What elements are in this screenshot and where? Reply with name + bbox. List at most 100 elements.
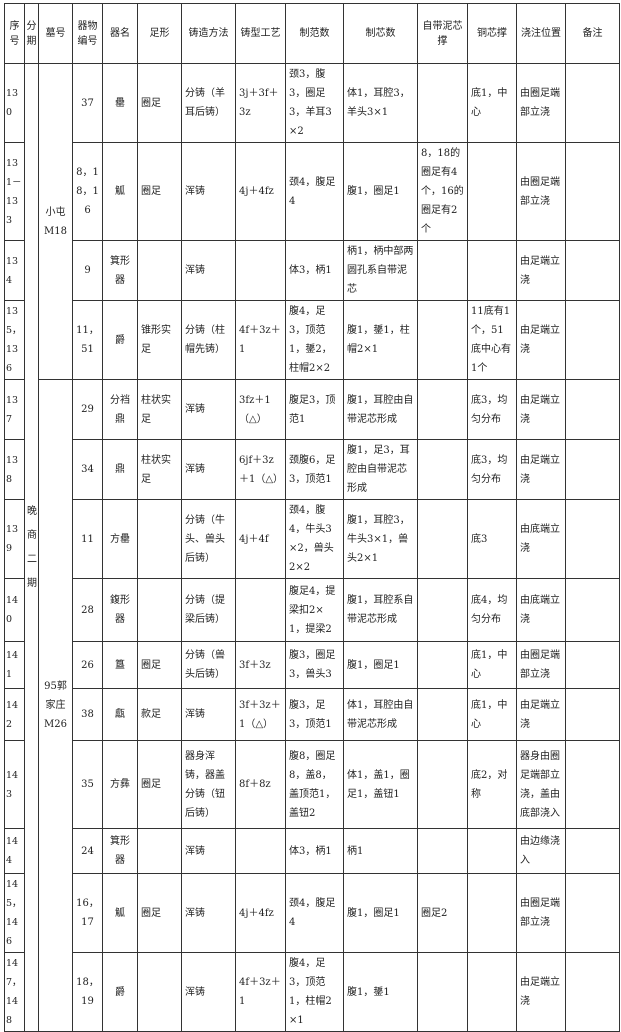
cell-method: 分铸（牛头、兽头后铸） [181, 499, 236, 579]
cell-name: 箕形器 [102, 828, 138, 874]
cell-note [565, 300, 620, 380]
cell-bronze-chaplet [467, 873, 517, 953]
cell-bronze-chaplet: 底3，均匀分布 [467, 379, 517, 440]
cell-method: 浑铸 [181, 379, 236, 440]
table-row: 131－133 8，18，16 觚圈足 浑铸 4j＋4fz 颈4，腹足4 腹1，圈足1 8，1… [4, 142, 620, 241]
header-period: 分期 [24, 3, 39, 64]
cell-bronze-chaplet [467, 952, 517, 1032]
cell-self-core [417, 63, 468, 143]
cell-pour: 由足端立浇 [516, 688, 566, 741]
cell-mold: 4j＋4fz [235, 142, 286, 241]
cell-self-core [417, 499, 468, 579]
cell-name: 爵 [102, 300, 138, 380]
cell-pour: 由足端立浇 [516, 952, 566, 1032]
cell-mold: 4f＋3z＋1 [235, 952, 286, 1032]
cell-bronze-chaplet: 11底有1个，51底中心有1个 [467, 300, 517, 380]
table-row: 135，136 11，51 爵锥形实足 分铸（柱帽先铸） 4f＋3z＋1 腹4，足3，顶范… [4, 300, 620, 380]
cell-self-core [417, 828, 468, 874]
cell-method: 浑铸 [181, 688, 236, 741]
cell-name: 方罍 [102, 499, 138, 579]
header-mold: 铸型工艺 [235, 3, 286, 64]
cell-seq: 143 [4, 740, 25, 829]
cell-self-core [417, 578, 468, 642]
cell-note [565, 952, 620, 1032]
cell-item-no: 35 [72, 740, 103, 829]
header-row: 序号 分期 墓号 器物编号 器名 足形 铸造方法 铸型工艺 制范数 制芯数 自带泥芯撑 铜芯撑 浇注位置… [4, 3, 620, 64]
cell-mold: 4j＋4fz [235, 873, 286, 953]
cell-seq: 130 [4, 63, 25, 143]
cell-foot [137, 240, 182, 301]
casting-data-table: 序号 分期 墓号 器物编号 器名 足形 铸造方法 铸型工艺 制范数 制芯数 自带泥芯撑 铜芯撑 浇注位置… [4, 3, 620, 1032]
table-row: 144 24 箕形器 浑铸 体3，柄1 柄1 由边缘浇入 [4, 828, 620, 874]
cell-seq: 138 [4, 439, 25, 500]
cell-mold-count: 体3，柄1 [285, 240, 344, 301]
cell-method: 浑铸 [181, 439, 236, 500]
cell-seq: 141 [4, 641, 25, 689]
cell-pour: 由圈足端部立浇 [516, 873, 566, 953]
cell-method: 浑铸 [181, 142, 236, 241]
cell-name: 鼎 [102, 439, 138, 500]
cell-bronze-chaplet [467, 240, 517, 301]
cell-self-core: 圈足2 [417, 873, 468, 953]
cell-note [565, 240, 620, 301]
table-row: 141 26 簋圈足 分铸（兽头后铸） 3f＋3z 腹3，圈足3，兽头3 腹1，圈足1 底1，… [4, 641, 620, 689]
cell-seq: 142 [4, 688, 25, 741]
cell-pour: 由圈足端部立浇 [516, 641, 566, 689]
cell-method: 器身浑铸，器盖分铸（钮后铸） [181, 740, 236, 829]
cell-self-core: 8，18的圈足有4个，16的圈足有2个 [417, 142, 468, 241]
cell-tomb: 95郭家庄M26 [38, 379, 73, 1032]
cell-foot [137, 828, 182, 874]
header-name: 器名 [102, 3, 138, 64]
cell-mold [235, 578, 286, 642]
cell-note [565, 379, 620, 440]
cell-note [565, 439, 620, 500]
cell-mold-count: 颈4，腹4，牛头3×2，兽头2×2 [285, 499, 344, 579]
cell-item-no: 34 [72, 439, 103, 500]
cell-name: 觚 [102, 142, 138, 241]
cell-name: 方彝 [102, 740, 138, 829]
cell-self-core [417, 240, 468, 301]
header-method: 铸造方法 [181, 3, 236, 64]
cell-bronze-chaplet: 底1，中心 [467, 63, 517, 143]
cell-pour: 由圈足端部立浇 [516, 142, 566, 241]
cell-name: 鍑形器 [102, 578, 138, 642]
cell-note [565, 499, 620, 579]
cell-core-count: 体1，盖1，圈足1，盖钮1 [343, 740, 418, 829]
cell-note [565, 688, 620, 741]
cell-item-no: 38 [72, 688, 103, 741]
cell-pour: 由足端立浇 [516, 379, 566, 440]
table-row: 147，148 18，19 爵浑铸 4f＋3z＋1 腹4，足3，顶范1，柱帽2×1 腹1，… [4, 952, 620, 1032]
cell-mold: 4f＋3z＋1 [235, 300, 286, 380]
cell-period: 晚商二期 [24, 63, 39, 1032]
cell-bronze-chaplet [467, 828, 517, 874]
cell-mold: 4j＋4f [235, 499, 286, 579]
header-seq: 序号 [4, 3, 25, 64]
cell-mold-count: 颈4，腹足4 [285, 873, 344, 953]
cell-core-count: 腹1，鋬1，柱帽2×1 [343, 300, 418, 380]
cell-mold-count: 腹足3，顶范1 [285, 379, 344, 440]
table-row: 145，146 16，17 觚圈足 浑铸 4j＋4fz 颈4，腹足4 腹1，圈足1 圈足2 由圈… [4, 873, 620, 953]
cell-method: 浑铸 [181, 828, 236, 874]
cell-foot [137, 578, 182, 642]
cell-mold-count: 体3，柄1 [285, 828, 344, 874]
cell-self-core [417, 300, 468, 380]
cell-bronze-chaplet: 底1，中心 [467, 688, 517, 741]
cell-foot [137, 952, 182, 1032]
cell-core-count: 腹1，足3，耳腔由自带泥芯形成 [343, 439, 418, 500]
cell-self-core [417, 688, 468, 741]
cell-foot: 柱状实足 [137, 379, 182, 440]
cell-mold: 3f＋3z＋1（△） [235, 688, 286, 741]
cell-mold: 6jf＋3z＋1（△） [235, 439, 286, 500]
table-row: 140 28 鍑形器 分铸（提梁后铸） 腹足4，提梁扣2×1，提梁2 腹1，耳腔系自带泥芯… [4, 578, 620, 642]
cell-bronze-chaplet: 底4，均匀分布 [467, 578, 517, 642]
cell-core-count: 腹1，耳腔由自带泥芯形成 [343, 379, 418, 440]
cell-self-core [417, 641, 468, 689]
cell-item-no: 24 [72, 828, 103, 874]
header-bronze-chaplet: 铜芯撑 [467, 3, 517, 64]
cell-method: 分铸（提梁后铸） [181, 578, 236, 642]
cell-note [565, 63, 620, 143]
cell-seq: 134 [4, 240, 25, 301]
cell-foot: 圈足 [137, 142, 182, 241]
cell-item-no: 26 [72, 641, 103, 689]
cell-pour: 由底端立浇 [516, 578, 566, 642]
